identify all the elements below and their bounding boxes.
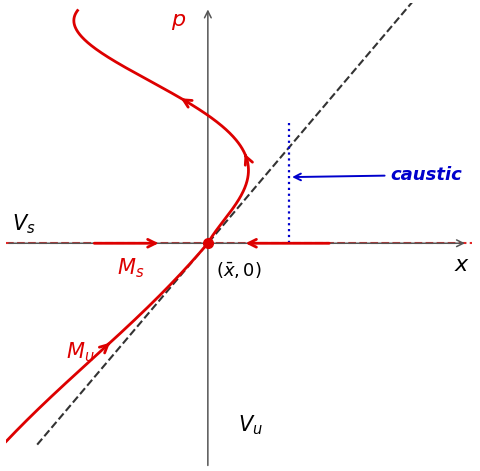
Text: $V_u$: $V_u$: [238, 414, 263, 438]
Text: $M_u$: $M_u$: [65, 340, 94, 364]
Text: $M_s$: $M_s$: [116, 256, 144, 280]
Text: caustic: caustic: [294, 166, 461, 184]
Text: $V_s$: $V_s$: [12, 212, 36, 236]
Text: $x$: $x$: [454, 255, 469, 275]
Text: $(\bar{x},0)$: $(\bar{x},0)$: [215, 260, 261, 280]
Text: $p$: $p$: [170, 12, 186, 32]
